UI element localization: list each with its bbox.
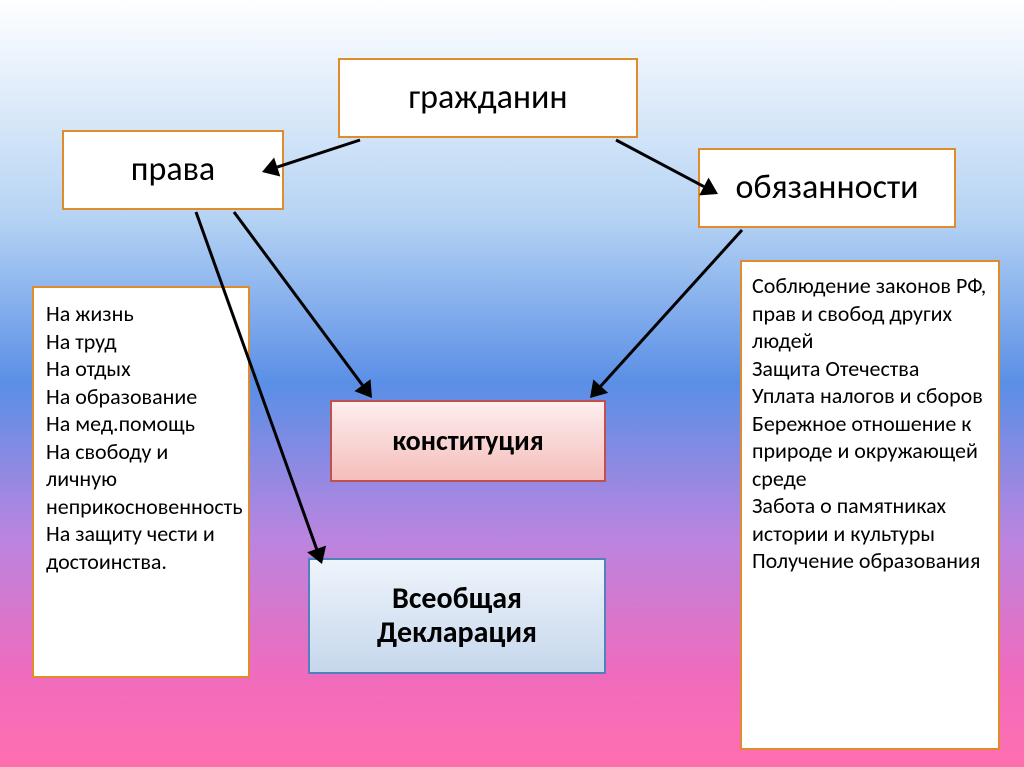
node-declaration: Всеобщая Декларация (308, 558, 606, 674)
rights-list-text: На жизнь На труд На отдых На образование… (46, 300, 243, 575)
label-declaration: Всеобщая Декларация (377, 582, 537, 651)
node-rights: права (62, 130, 284, 210)
label-constitution: конституция (392, 425, 543, 457)
duties-list-box: Соблюдение законов РФ, прав и свобод дру… (740, 260, 1000, 750)
label-citizen: гражданин (408, 78, 567, 117)
node-constitution: конституция (330, 400, 606, 482)
label-duties: обязанности (735, 168, 918, 207)
rights-list-box: На жизнь На труд На отдых На образование… (32, 286, 250, 678)
duties-list-text: Соблюдение законов РФ, прав и свобод дру… (752, 272, 988, 575)
node-citizen: гражданин (338, 58, 638, 138)
node-duties: обязанности (698, 148, 956, 228)
label-rights: права (131, 150, 215, 189)
